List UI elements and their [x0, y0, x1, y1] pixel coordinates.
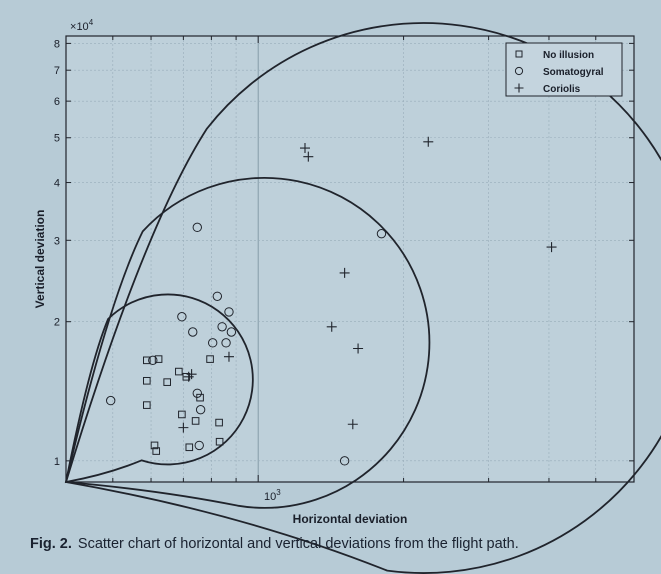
- point-coriolis: [299, 143, 310, 154]
- outline-curve: [64, 293, 254, 484]
- legend-marker-somatogyral: [514, 66, 524, 76]
- y-multiplier: ×104: [70, 18, 94, 33]
- point-coriolis: [339, 267, 350, 278]
- point-coriolis: [178, 422, 189, 433]
- point-no-illusion: [175, 367, 183, 376]
- point-somatogyral: [212, 291, 223, 301]
- point-somatogyral: [177, 312, 187, 322]
- point-somatogyral: [148, 355, 158, 366]
- point-somatogyral: [192, 388, 202, 398]
- legend-label-no-illusion: No illusion: [543, 50, 594, 61]
- x-tick-base: 10: [264, 491, 276, 503]
- caption-label: Fig. 2.: [30, 536, 72, 552]
- point-somatogyral: [217, 322, 227, 332]
- point-somatogyral: [194, 440, 204, 451]
- y-multiplier-base: 10: [76, 21, 88, 33]
- legend-label-coriolis: Coriolis: [543, 84, 581, 95]
- point-no-illusion: [152, 447, 161, 455]
- point-no-illusion: [215, 437, 224, 446]
- data-markers: [105, 136, 557, 466]
- y-multiplier-exponent: 4: [89, 18, 94, 27]
- point-coriolis: [347, 419, 358, 430]
- point-no-illusion: [215, 418, 223, 427]
- y-tick-label: 4: [54, 178, 60, 190]
- y-axis-title: Vertical deviation: [33, 210, 47, 309]
- point-coriolis: [186, 369, 197, 380]
- point-somatogyral: [195, 405, 206, 415]
- point-somatogyral: [339, 456, 350, 466]
- point-somatogyral: [105, 395, 116, 406]
- plot-frame: [65, 35, 635, 483]
- point-somatogyral: [224, 307, 234, 317]
- point-no-illusion: [163, 378, 171, 386]
- point-somatogyral: [226, 327, 237, 337]
- x-tick-label-1000: 103: [264, 488, 281, 503]
- y-tick-label: 3: [54, 235, 60, 247]
- plot-background: [66, 36, 634, 482]
- legend: No illusion Somatogyral Coriolis: [505, 42, 623, 97]
- point-coriolis: [326, 321, 337, 332]
- point-no-illusion: [150, 441, 159, 450]
- legend-marker-coriolis: [514, 83, 524, 93]
- point-no-illusion: [178, 410, 186, 419]
- outline-curve: [64, 176, 431, 509]
- x-tick-exponent: 3: [276, 488, 281, 497]
- y-tick-label: 5: [54, 133, 60, 145]
- point-no-illusion: [143, 401, 151, 409]
- y-tick-label: 6: [54, 96, 60, 108]
- point-somatogyral: [207, 338, 218, 348]
- point-no-illusion: [143, 356, 151, 365]
- y-tick-label: 1: [54, 456, 60, 468]
- point-coriolis: [223, 351, 234, 362]
- axis-ticks: 1 2 3 4 5 6 7 8: [54, 36, 635, 482]
- point-no-illusion: [143, 376, 151, 385]
- caption-text: Scatter chart of horizontal and vertical…: [77, 536, 519, 552]
- point-coriolis: [423, 136, 434, 147]
- point-somatogyral: [376, 229, 387, 239]
- x-axis-title: Horizontal deviation: [293, 512, 408, 526]
- point-somatogyral: [221, 338, 231, 348]
- point-somatogyral: [188, 327, 198, 337]
- outline-curves: [64, 22, 661, 574]
- point-somatogyral: [192, 222, 202, 233]
- y-tick-label: 7: [54, 65, 60, 77]
- y-multiplier-times: ×: [70, 21, 76, 33]
- point-coriolis: [353, 343, 364, 354]
- point-no-illusion: [206, 355, 214, 363]
- point-coriolis: [546, 242, 557, 253]
- legend-box: [505, 42, 623, 97]
- legend-marker-no-illusion: [515, 50, 523, 58]
- point-no-illusion: [185, 443, 194, 452]
- figure-caption: Fig. 2. Scatter chart of horizontal and v…: [30, 536, 519, 552]
- y-tick-label: 2: [54, 317, 60, 329]
- point-no-illusion: [191, 417, 200, 425]
- point-no-illusion: [154, 355, 163, 363]
- y-tick-label: 8: [54, 38, 60, 50]
- legend-label-somatogyral: Somatogyral: [543, 67, 604, 78]
- point-coriolis: [303, 151, 314, 162]
- outline-curve: [64, 22, 661, 574]
